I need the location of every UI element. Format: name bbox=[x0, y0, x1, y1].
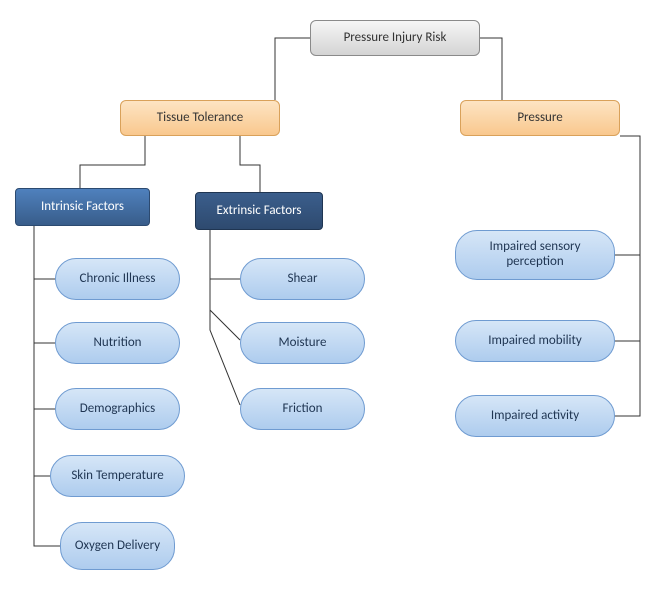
node-sensory: Impaired sensory perception bbox=[455, 230, 615, 280]
node-demo: Demographics bbox=[55, 388, 180, 430]
node-label: Chronic Illness bbox=[80, 272, 156, 287]
node-label: Pressure Injury Risk bbox=[344, 31, 447, 46]
node-label: Impaired mobility bbox=[488, 334, 582, 349]
node-label: Intrinsic Factors bbox=[41, 200, 124, 215]
node-label: Impaired sensory perception bbox=[462, 240, 608, 270]
node-pressure: Pressure bbox=[460, 100, 620, 136]
node-oxygen: Oxygen Delivery bbox=[60, 522, 175, 570]
node-label: Tissue Tolerance bbox=[157, 111, 244, 126]
node-label: Demographics bbox=[80, 402, 156, 417]
node-extrinsic: Extrinsic Factors bbox=[195, 192, 323, 230]
node-label: Friction bbox=[283, 402, 323, 417]
node-mobility: Impaired mobility bbox=[455, 320, 615, 362]
node-friction: Friction bbox=[240, 388, 365, 430]
node-label: Skin Temperature bbox=[71, 469, 163, 484]
node-label: Extrinsic Factors bbox=[216, 204, 301, 219]
node-label: Impaired activity bbox=[491, 409, 579, 424]
node-label: Oxygen Delivery bbox=[75, 539, 160, 554]
node-intrinsic: Intrinsic Factors bbox=[15, 188, 150, 226]
node-tissue: Tissue Tolerance bbox=[120, 100, 280, 136]
node-activity: Impaired activity bbox=[455, 395, 615, 437]
node-shear: Shear bbox=[240, 258, 365, 300]
node-label: Shear bbox=[287, 272, 317, 287]
node-label: Moisture bbox=[279, 336, 327, 351]
node-root: Pressure Injury Risk bbox=[310, 20, 480, 56]
node-label: Pressure bbox=[517, 111, 562, 126]
connector-layer bbox=[0, 0, 670, 609]
node-skintemp: Skin Temperature bbox=[50, 455, 185, 497]
node-moisture: Moisture bbox=[240, 322, 365, 364]
node-chronic: Chronic Illness bbox=[55, 258, 180, 300]
node-label: Nutrition bbox=[93, 336, 141, 351]
node-nutrition: Nutrition bbox=[55, 322, 180, 364]
